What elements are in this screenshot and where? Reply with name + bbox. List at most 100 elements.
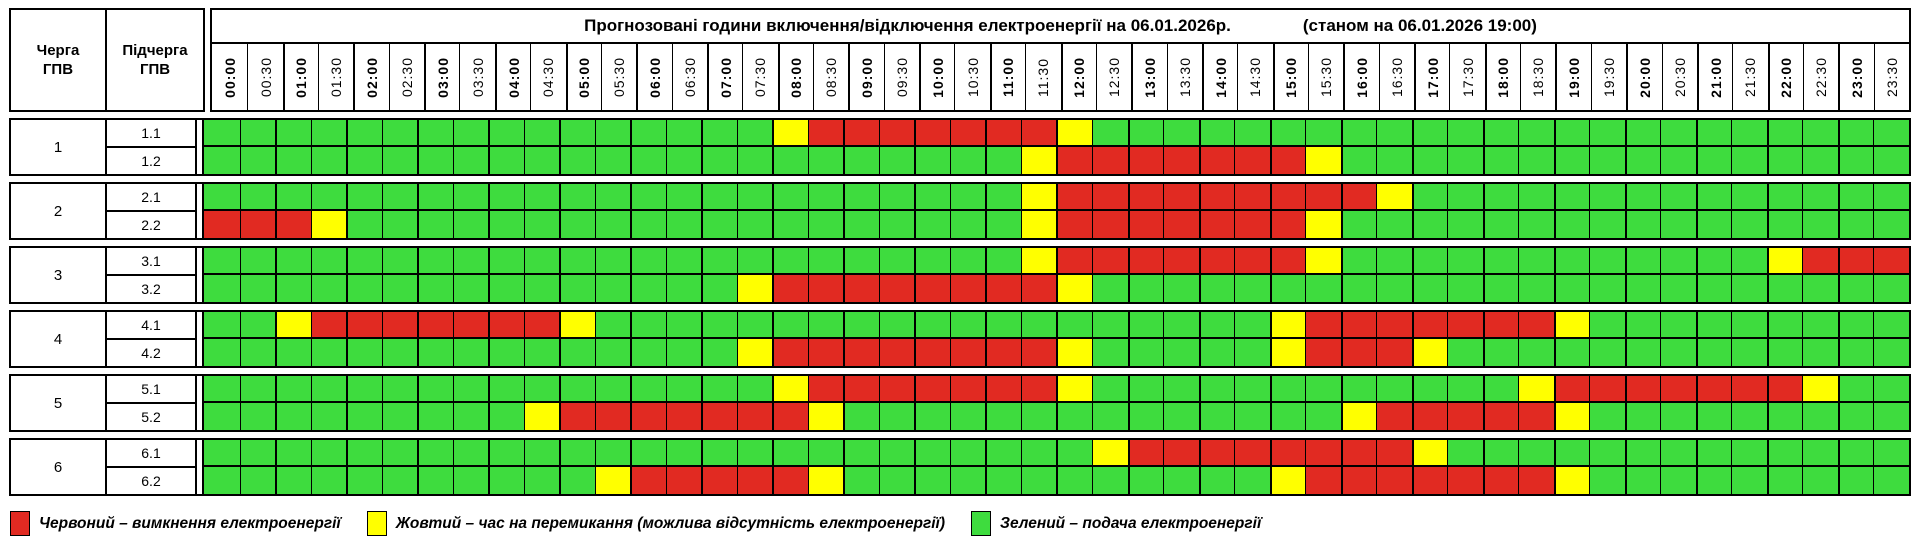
schedule-cell [1837,312,1874,339]
schedule-cell [239,275,276,302]
schedule-body: 1 1.1 1.2 2 2.1 2.2 3 3.1 3.2 4 4.1 4.2 5 5.1 5.2 6 6.1 6… [9,118,1911,496]
schedule-cell [559,147,595,174]
schedule-cell [736,211,773,238]
schedule-cell [878,275,915,302]
schedule-cell [914,248,950,275]
schedule-cell [1589,312,1625,339]
schedule-cell [1802,184,1838,211]
time-label: 23:30 [1873,44,1909,110]
schedule-cell [1411,339,1448,366]
schedule-cell [1802,275,1838,302]
schedule-cell [1624,339,1661,366]
schedule-cell [559,120,595,147]
schedule-cell [310,403,347,430]
schedule-cell [1234,248,1270,275]
schedule-cell [1482,440,1519,467]
schedule-cell [807,339,844,366]
schedule-cell [310,147,347,174]
time-label: 23:00 [1838,44,1873,110]
schedule-cell [949,248,986,275]
schedule-cell [1660,440,1696,467]
schedule-cell [985,312,1021,339]
schedule-cell [914,184,950,211]
schedule-cell [1837,275,1874,302]
schedule-cell [1447,376,1483,403]
schedule-grid [202,120,1909,174]
legend-swatch [10,511,30,536]
schedule-cell [204,312,240,339]
schedule-cell [1198,248,1235,275]
schedule-cell [1234,467,1270,494]
schedule-cell [1092,339,1128,366]
schedule-cell [559,248,595,275]
time-label: 04:00 [494,44,530,110]
schedule-cell [1695,120,1732,147]
schedule-cell [807,312,844,339]
schedule-cell [630,120,666,147]
schedule-cell [665,248,702,275]
schedule-cell [381,184,418,211]
schedule-cell [1660,467,1696,494]
schedule-cell [1731,275,1767,302]
schedule-cell [594,376,631,403]
schedule-cell [665,376,702,403]
schedule-cell [1447,339,1483,366]
schedule-cell [1340,248,1377,275]
schedule-cell [630,312,666,339]
schedule-cell [1056,339,1093,366]
schedule-cell [878,376,915,403]
schedule-cell [1837,248,1874,275]
schedule-cell [417,312,453,339]
schedule-cell [1305,376,1341,403]
schedule-grid [202,312,1909,366]
schedule-cell [1553,120,1590,147]
subqueue-number: 5.1 [107,376,195,404]
time-label: 01:00 [282,44,318,110]
schedule-cell [630,147,666,174]
schedule-cell [843,248,879,275]
schedule-cell [949,147,986,174]
schedule-cell [985,403,1021,430]
schedule-cell [204,440,240,467]
schedule-cell [594,275,631,302]
time-label: 20:00 [1626,44,1661,110]
schedule-cell [594,467,631,494]
schedule-cell [1411,147,1448,174]
schedule-cell [275,339,311,366]
schedule-cell [1802,339,1838,366]
schedule-cell [701,147,737,174]
schedule-cell [1873,184,1909,211]
schedule-cell [1198,467,1235,494]
schedule-cell [1234,403,1270,430]
schedule-cell [523,275,560,302]
schedule-cell [914,403,950,430]
schedule-cell [772,312,808,339]
schedule-cell [204,467,240,494]
schedule-cell [1269,312,1306,339]
schedule-cell [1376,248,1412,275]
schedule-cell [1269,376,1306,403]
schedule-cell [275,248,311,275]
schedule-cell [1624,312,1661,339]
schedule-cell [736,467,773,494]
schedule-cell [665,339,702,366]
schedule-cell [1766,339,1803,366]
header-left-box: Черга ГПВ Підчерга ГПВ [9,8,205,112]
schedule-cell [594,403,631,430]
schedule-cell [1305,120,1341,147]
schedule-cell [239,147,276,174]
time-label: 07:30 [742,44,777,110]
schedule-cell [1020,339,1057,366]
schedule-cell [452,312,489,339]
schedule-cell [381,339,418,366]
schedule-cell [665,147,702,174]
schedule-cell [949,275,986,302]
schedule-cell [1447,120,1483,147]
schedule-cell [736,275,773,302]
schedule-cell [1198,120,1235,147]
schedule-cell [1731,403,1767,430]
schedule-cell [594,339,631,366]
schedule-cell [1553,248,1590,275]
schedule-cell [1198,376,1235,403]
time-label: 21:00 [1696,44,1732,110]
